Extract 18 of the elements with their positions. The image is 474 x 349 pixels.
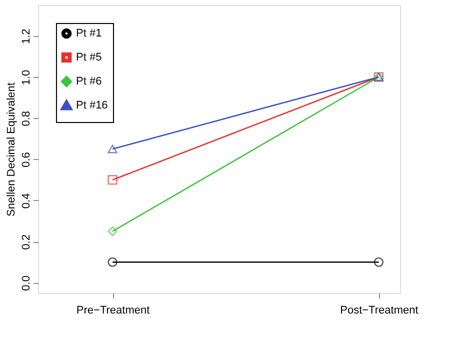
- y-tick-label: 1.0: [20, 70, 32, 86]
- x-tick-label: Pre−Treatment: [76, 304, 150, 316]
- y-tick-label: 0.0: [20, 276, 32, 291]
- legend-label: Pt #1: [76, 28, 102, 40]
- y-axis-title: Snellen Decimal Equivalent: [6, 82, 18, 216]
- x-tick-label: Post−Treatment: [340, 304, 418, 316]
- y-tick-label: 0.2: [20, 234, 32, 250]
- legend-label: Pt #5: [76, 52, 102, 64]
- point: [108, 175, 118, 185]
- y-tick-label: 0.4: [20, 193, 32, 209]
- point: [108, 226, 118, 236]
- y-tick-label: 1.2: [20, 28, 32, 44]
- y-tick-label: 0.6: [20, 152, 32, 168]
- point: [374, 257, 384, 267]
- point: [108, 257, 118, 267]
- y-tick-label: 0.8: [20, 110, 32, 126]
- legend-label: Pt #16: [76, 100, 108, 112]
- legend-label: Pt #6: [76, 76, 102, 88]
